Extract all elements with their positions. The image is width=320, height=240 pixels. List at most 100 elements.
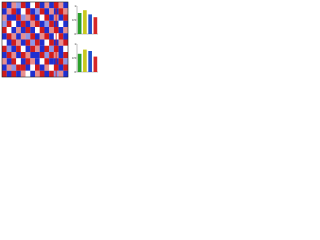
heatmap-cell <box>20 52 26 59</box>
heatmap-cell <box>20 2 26 9</box>
heatmap-cell <box>49 20 54 28</box>
heatmap-cell <box>39 52 45 59</box>
bar <box>83 49 87 72</box>
heatmap-cell <box>11 20 17 28</box>
bar <box>93 56 98 72</box>
heatmap-cell <box>39 39 45 46</box>
heatmap-cell <box>49 58 54 65</box>
heatmap-cell <box>6 64 12 71</box>
heatmap-cell <box>35 33 40 40</box>
y-tick-label: 1 <box>74 4 76 8</box>
bar <box>77 13 82 34</box>
heatmap-cell <box>63 27 69 34</box>
heatmap-cell <box>25 8 31 15</box>
heatmap-cell <box>30 52 36 59</box>
heatmap-cell <box>58 52 64 59</box>
heatmap-cell <box>58 8 64 15</box>
heatmap-cell <box>35 58 40 65</box>
heatmap-cell <box>6 58 12 65</box>
heatmap-cell <box>30 33 36 40</box>
heatmap-cell <box>11 8 17 15</box>
heatmap-cell <box>20 45 26 53</box>
heatmap-cell <box>63 33 69 40</box>
heatmap-cell <box>39 70 45 78</box>
heatmap-cell <box>6 8 12 15</box>
heatmap-cell <box>44 33 50 40</box>
heatmap-cell <box>2 14 7 21</box>
heatmap-cell <box>20 64 26 71</box>
heatmap-cell <box>63 8 69 15</box>
heatmap-cell <box>44 14 50 21</box>
heatmap-cell <box>6 33 12 40</box>
heatmap-cell <box>58 45 64 53</box>
bar <box>83 10 87 34</box>
heatmap-cell <box>58 20 64 28</box>
heatmap-cell <box>44 45 50 53</box>
heatmap-cell <box>63 45 69 53</box>
heatmap-cell <box>39 58 45 65</box>
heatmap-cell <box>25 2 31 9</box>
heatmap-cell <box>44 64 50 71</box>
heatmap-cell <box>35 45 40 53</box>
heatmap-cell <box>6 20 12 28</box>
heatmap-cell <box>20 70 26 78</box>
heatmap-cell <box>63 20 69 28</box>
heatmap-cell <box>11 33 17 40</box>
heatmap-cell <box>11 39 17 46</box>
heatmap-cell <box>25 45 31 53</box>
heatmap-cell <box>20 8 26 15</box>
heatmap-cell <box>30 14 36 21</box>
heatmap-cell <box>11 27 17 34</box>
heatmap-cell <box>25 64 31 71</box>
heatmap-cell <box>30 64 36 71</box>
heatmap-cell <box>58 58 64 65</box>
heatmap-cell <box>2 52 7 59</box>
heatmap-cell <box>6 45 12 53</box>
heatmap-cell <box>11 58 17 65</box>
y-tick-label: 1 <box>74 42 76 46</box>
heatmap-cell <box>35 2 40 9</box>
heatmap-cell <box>20 20 26 28</box>
bar <box>93 17 98 34</box>
heatmap-cell <box>58 39 64 46</box>
bar <box>77 53 82 72</box>
heatmap-cell <box>39 33 45 40</box>
heatmap-cell <box>44 8 50 15</box>
heatmap-cell <box>11 45 17 53</box>
heatmap-cell <box>44 20 50 28</box>
heatmap-cell <box>39 14 45 21</box>
figure: 0 0.5 1 0 0.5 1 <box>0 0 100 79</box>
heatmap-cell <box>44 58 50 65</box>
heatmap-cell <box>25 14 31 21</box>
heatmap-cell <box>39 8 45 15</box>
heatmap-cell <box>25 27 31 34</box>
y-tick-label: 0.5 <box>72 56 77 60</box>
heatmap-cell <box>30 2 36 9</box>
heatmap-cell <box>2 70 7 78</box>
heatmap-cell <box>6 39 12 46</box>
heatmap-cell <box>2 8 7 15</box>
y-tick-label: 0.5 <box>72 18 77 22</box>
heatmap-cell <box>16 70 21 78</box>
heatmap-cell <box>63 70 69 78</box>
heatmap-cell <box>35 64 40 71</box>
heatmap-cell <box>58 14 64 21</box>
heatmap-cell <box>16 52 21 59</box>
heatmap-cell <box>25 20 31 28</box>
heatmap-cell <box>25 39 31 46</box>
heatmap-cell <box>35 27 40 34</box>
heatmap-cell <box>6 14 12 21</box>
heatmap-cell <box>11 70 17 78</box>
heatmap-cell <box>2 20 7 28</box>
heatmap-cell <box>11 52 17 59</box>
heatmap-cell <box>20 58 26 65</box>
heatmap-cell <box>30 70 36 78</box>
heatmap-cell <box>25 33 31 40</box>
heatmap-cell <box>35 39 40 46</box>
heatmap-cell <box>2 58 7 65</box>
heatmap-cell <box>25 52 31 59</box>
heatmap-cell <box>49 33 54 40</box>
heatmap-cell <box>20 33 26 40</box>
heatmap-border <box>1 1 69 78</box>
heatmap-cell <box>16 8 21 15</box>
